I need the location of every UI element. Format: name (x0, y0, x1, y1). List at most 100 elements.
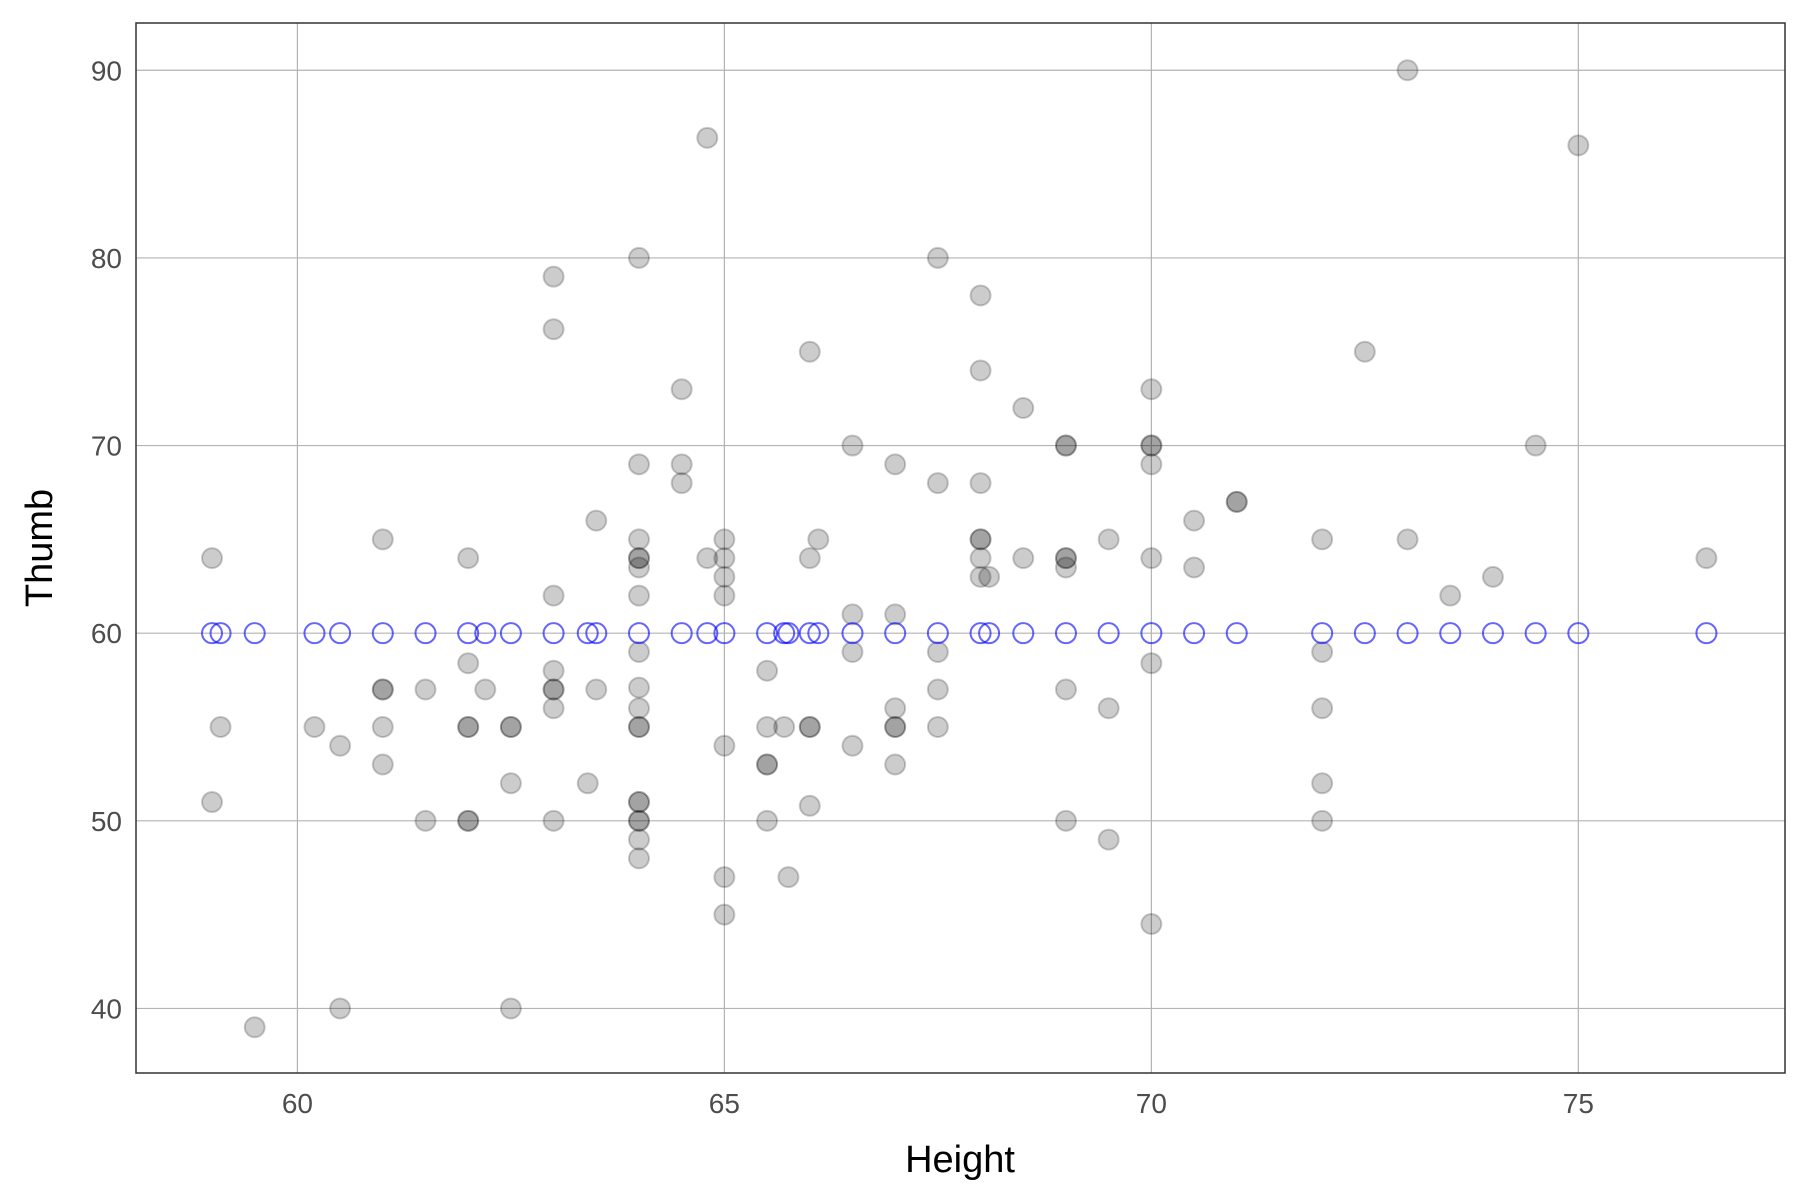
point (969, 284, 992, 307)
point (1311, 622, 1334, 645)
point (798, 716, 821, 739)
point (969, 359, 992, 382)
point (926, 622, 949, 645)
point (1439, 584, 1462, 607)
point (670, 622, 693, 645)
point (841, 603, 864, 626)
point (627, 791, 650, 814)
point (627, 828, 650, 851)
point (1140, 547, 1163, 570)
point (303, 622, 326, 645)
point (1097, 622, 1120, 645)
point (499, 716, 522, 739)
point (627, 716, 650, 739)
point (978, 622, 1001, 645)
point (1311, 772, 1334, 795)
point (542, 697, 565, 720)
point (627, 847, 650, 870)
point (627, 528, 650, 551)
point (884, 453, 907, 476)
point (627, 640, 650, 663)
point (1012, 547, 1035, 570)
point (201, 791, 224, 814)
point (807, 622, 830, 645)
point (1054, 678, 1077, 701)
point (627, 556, 650, 579)
point (542, 265, 565, 288)
plot-border (135, 22, 1786, 1074)
y-tick-label: 90 (91, 55, 122, 86)
point (499, 772, 522, 795)
point (627, 716, 650, 739)
point (696, 547, 719, 570)
point (1396, 59, 1419, 82)
point (627, 453, 650, 476)
point (1311, 640, 1334, 663)
point (670, 472, 693, 495)
point (756, 753, 779, 776)
point (457, 716, 480, 739)
point (1054, 556, 1077, 579)
point (1396, 622, 1419, 645)
point (969, 547, 992, 570)
point (371, 753, 394, 776)
point (542, 678, 565, 701)
point (1396, 528, 1419, 551)
point (414, 809, 437, 832)
point (1054, 622, 1077, 645)
point (201, 622, 224, 645)
point (576, 622, 599, 645)
point (457, 716, 480, 739)
point (1012, 397, 1035, 420)
point (798, 622, 821, 645)
x-tick-label: 60 (282, 1088, 313, 1119)
point (841, 622, 864, 645)
point (371, 622, 394, 645)
point (1439, 622, 1462, 645)
point (303, 716, 326, 739)
point (713, 866, 736, 889)
point (1183, 556, 1206, 579)
y-tick-label: 40 (91, 993, 122, 1024)
point (1054, 434, 1077, 457)
point (1311, 528, 1334, 551)
point (329, 734, 352, 757)
point (627, 584, 650, 607)
point (841, 434, 864, 457)
point (1524, 434, 1547, 457)
point (713, 528, 736, 551)
point (1140, 622, 1163, 645)
point (209, 716, 232, 739)
point (798, 547, 821, 570)
point (585, 509, 608, 532)
point (777, 866, 800, 889)
point (414, 622, 437, 645)
point (1225, 490, 1248, 513)
point (542, 584, 565, 607)
point (209, 622, 232, 645)
point (1140, 913, 1163, 936)
point (841, 734, 864, 757)
x-axis-title: Height (905, 1139, 1015, 1181)
point (542, 678, 565, 701)
point (756, 809, 779, 832)
point (1353, 622, 1376, 645)
point (1695, 622, 1718, 645)
point (627, 791, 650, 814)
point (585, 622, 608, 645)
point (371, 678, 394, 701)
point (499, 622, 522, 645)
point (1225, 490, 1248, 513)
point (542, 622, 565, 645)
point (457, 547, 480, 570)
point (713, 565, 736, 588)
point (884, 716, 907, 739)
point (457, 809, 480, 832)
point (1567, 622, 1590, 645)
point (713, 903, 736, 926)
point (670, 378, 693, 401)
point (474, 678, 497, 701)
point (756, 716, 779, 739)
point (627, 622, 650, 645)
